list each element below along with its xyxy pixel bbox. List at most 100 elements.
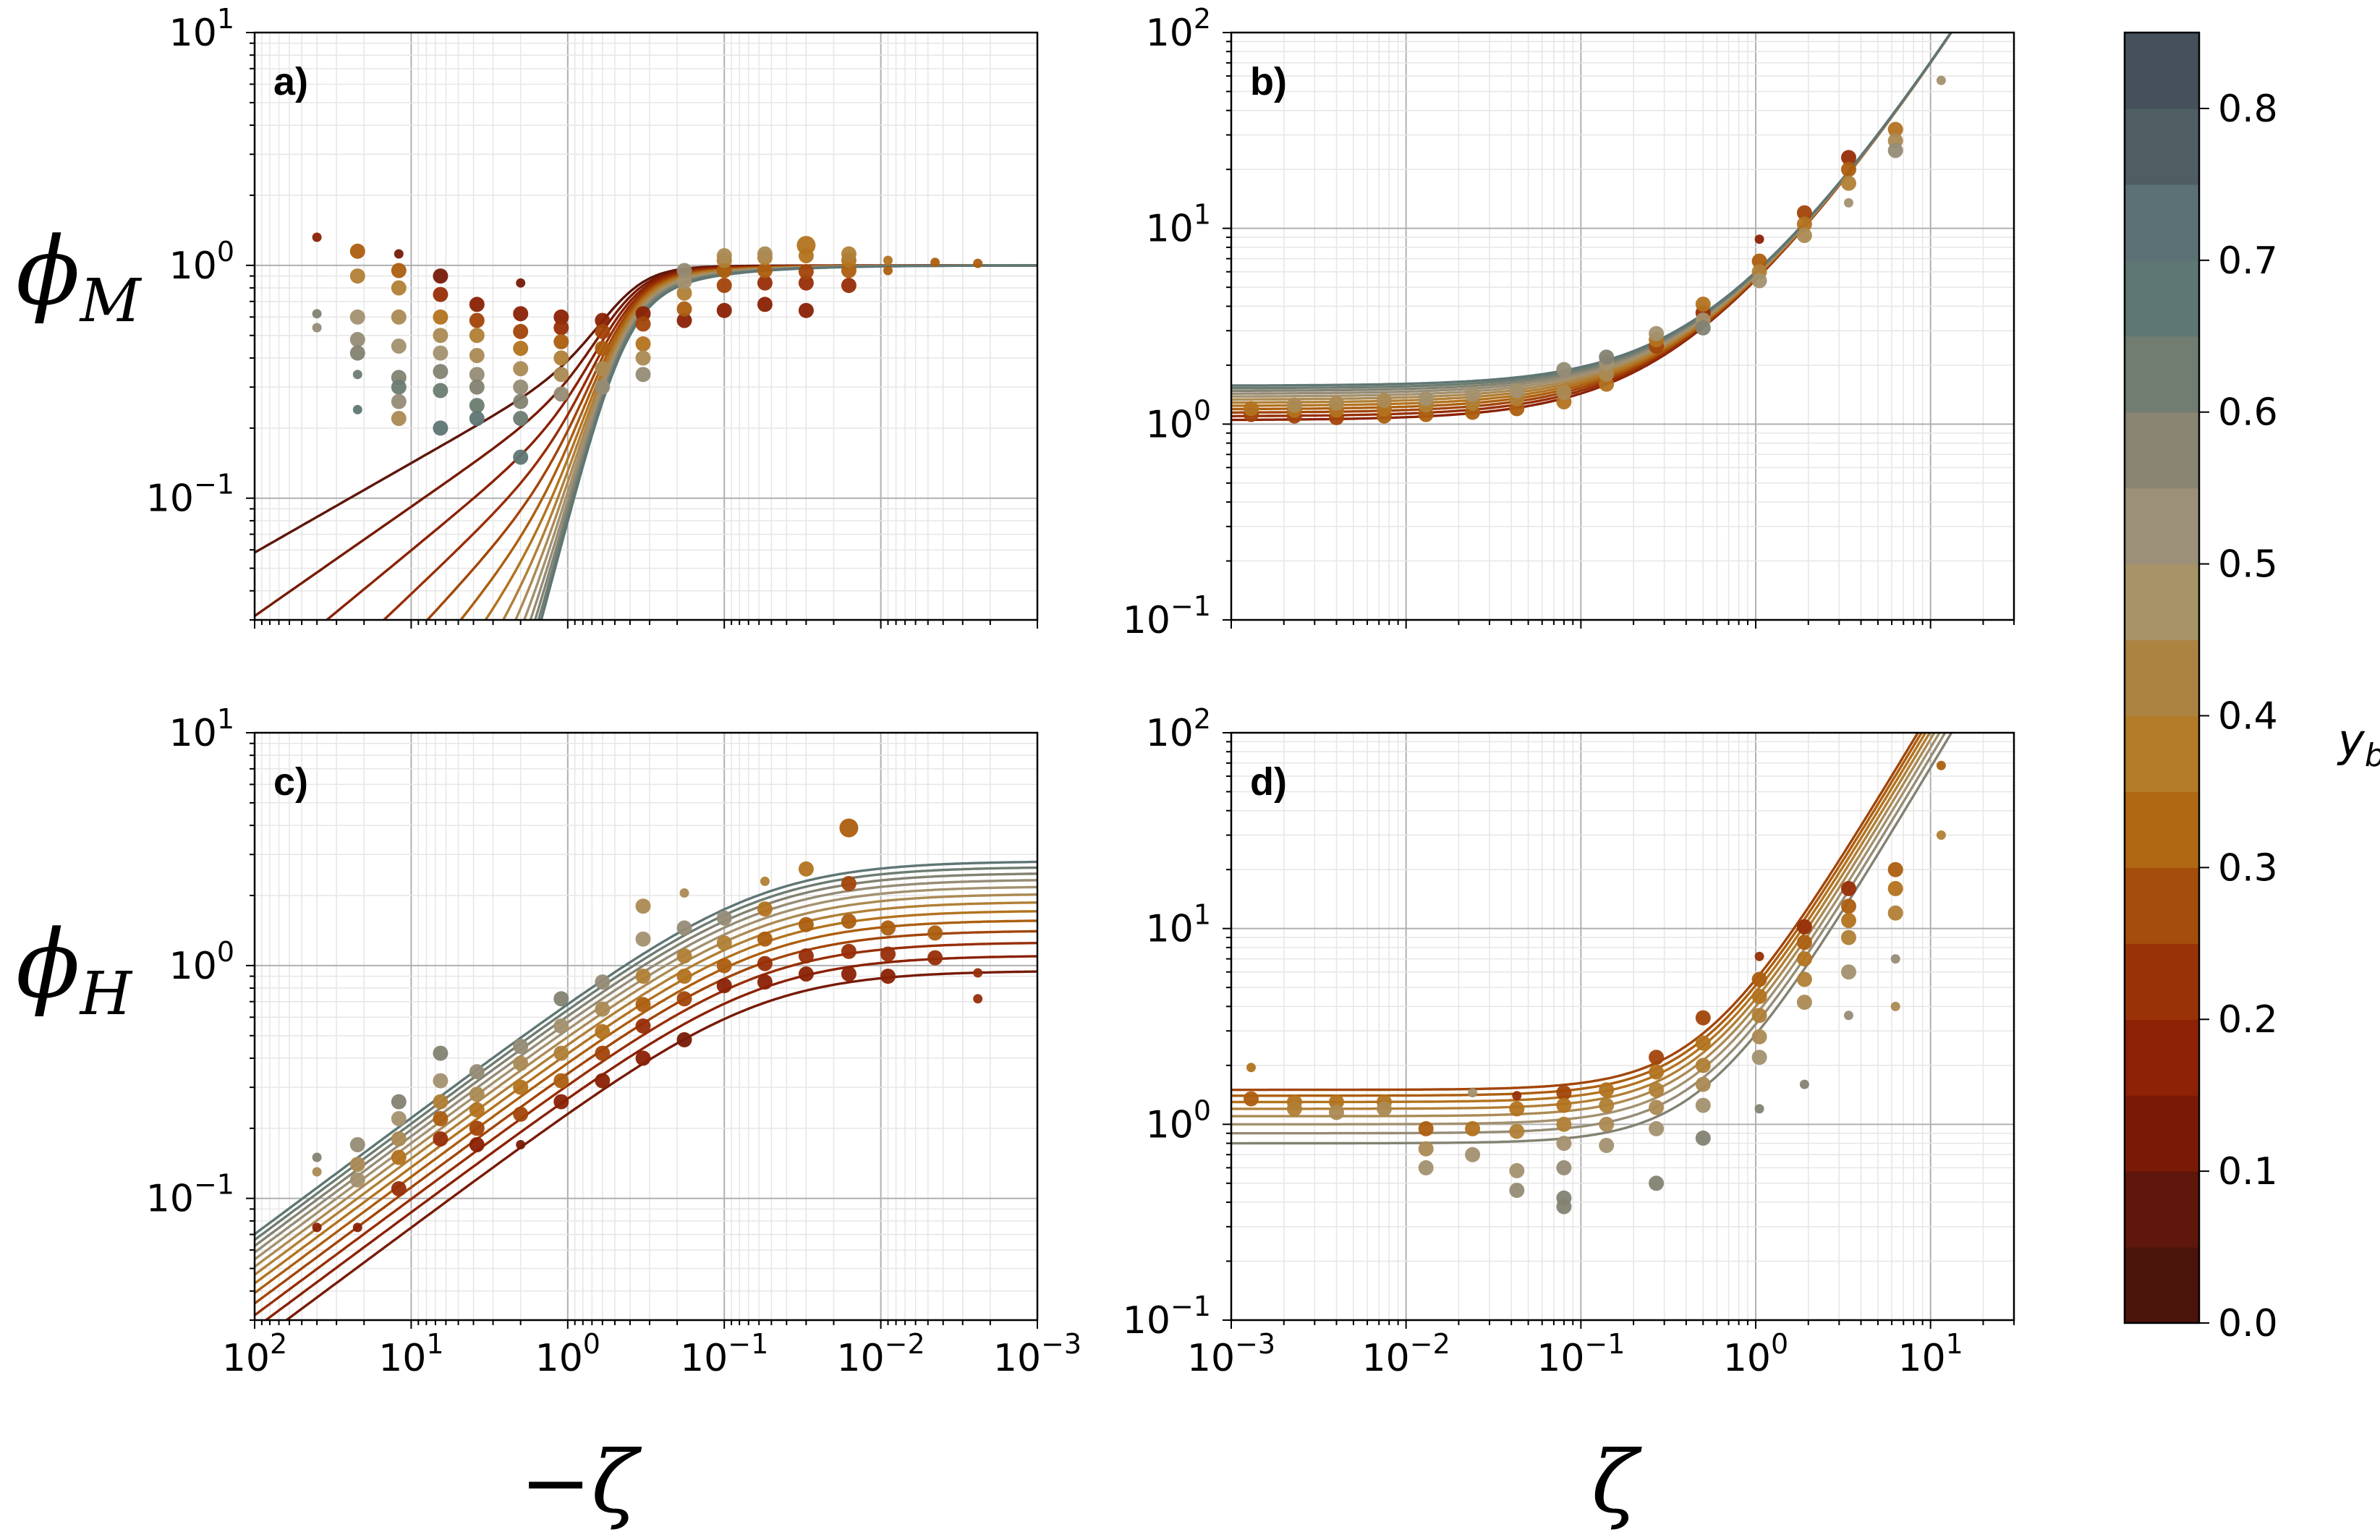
data-point <box>513 341 529 357</box>
data-point <box>1556 362 1572 378</box>
x-tick-label: 10−2 <box>836 1328 925 1380</box>
data-point <box>676 1031 692 1047</box>
x-tick-label: 10−3 <box>993 1328 1081 1380</box>
data-point <box>1796 228 1812 243</box>
data-point <box>469 398 485 414</box>
data-point <box>676 274 692 290</box>
colorbar-segment <box>2125 184 2199 261</box>
data-point <box>513 379 529 395</box>
data-point <box>1887 122 1903 137</box>
y-tick-label: 100 <box>169 236 234 288</box>
data-point <box>1377 1101 1392 1117</box>
data-point <box>973 994 983 1004</box>
data-point <box>841 966 857 982</box>
y-tick-label: 101 <box>169 703 234 755</box>
data-point <box>883 255 893 265</box>
data-point <box>1244 1091 1259 1107</box>
data-point <box>1649 1175 1665 1191</box>
data-point <box>1695 320 1711 336</box>
model-curves <box>1231 733 1953 1145</box>
data-point <box>1556 1116 1572 1132</box>
data-point <box>841 246 857 262</box>
model-curve <box>1231 733 1936 1118</box>
data-point <box>880 920 896 936</box>
data-point <box>513 323 529 339</box>
data-point <box>1509 383 1525 399</box>
data-point <box>433 328 449 344</box>
data-point <box>1556 1160 1572 1175</box>
data-point <box>433 364 449 380</box>
data-point <box>757 956 773 971</box>
panel-label: b) <box>1250 60 1287 103</box>
data-point <box>595 974 611 990</box>
data-point <box>798 861 814 877</box>
data-point <box>757 901 773 917</box>
data-point <box>716 958 732 974</box>
data-point <box>1695 1097 1711 1113</box>
data-point <box>469 1064 485 1080</box>
data-point <box>553 1018 569 1034</box>
data-point <box>595 312 611 328</box>
data-point <box>1649 1120 1665 1136</box>
model-curve <box>255 860 1037 1235</box>
scatter-points <box>1244 760 1946 1214</box>
data-point <box>433 383 449 399</box>
x-tick-label: 100 <box>535 1328 600 1380</box>
data-point <box>1599 1116 1615 1132</box>
data-point <box>635 316 651 332</box>
model-curve <box>1231 733 1931 1110</box>
data-point <box>757 931 773 947</box>
colorbar-tick-label: 0.2 <box>2218 998 2278 1042</box>
data-point <box>1599 1097 1615 1113</box>
x-tick-label: 10−1 <box>680 1328 768 1380</box>
data-point <box>469 379 485 395</box>
data-point <box>553 333 569 349</box>
data-point <box>927 950 943 966</box>
data-point <box>513 393 529 409</box>
data-point <box>349 1157 365 1173</box>
data-point <box>553 367 569 383</box>
data-point <box>798 275 814 291</box>
data-point <box>1695 1130 1711 1146</box>
x-tick-label: 10−2 <box>1362 1328 1450 1380</box>
data-point <box>553 991 569 1007</box>
y-tick-label: 10−1 <box>1123 1290 1211 1343</box>
data-point <box>635 1018 651 1034</box>
data-point <box>595 341 611 357</box>
colorbar-segment <box>2125 108 2199 185</box>
colorbar-segment <box>2125 488 2199 565</box>
colorbar-tick-label: 0.3 <box>2218 846 2278 890</box>
data-point <box>391 1180 407 1196</box>
data-point <box>1796 995 1812 1011</box>
data-point <box>312 1222 322 1233</box>
data-point <box>513 1039 529 1054</box>
data-point <box>595 379 611 395</box>
data-point <box>798 916 814 932</box>
colorbar-segment <box>2125 1019 2199 1096</box>
data-point <box>469 328 485 344</box>
data-point <box>1418 1141 1434 1157</box>
colorbar-tick-label: 0.4 <box>2218 694 2278 738</box>
colorbar-segment <box>2125 639 2199 717</box>
data-point <box>433 1131 449 1147</box>
data-point <box>716 910 732 926</box>
data-point <box>635 898 651 914</box>
data-point <box>1799 1079 1809 1089</box>
phi-h-ylabel: ϕH <box>16 909 133 1029</box>
model-curve <box>1231 733 1920 1092</box>
colorbar-tick-label: 0.7 <box>2218 239 2278 283</box>
data-point <box>433 1073 449 1089</box>
data-point <box>1751 273 1767 289</box>
data-point <box>513 306 529 322</box>
y-tick-label: 101 <box>1146 899 1211 951</box>
panel-label: d) <box>1250 760 1287 804</box>
data-point <box>1841 150 1856 166</box>
axes-frame <box>1230 31 2015 621</box>
y-tick-label: 100 <box>169 936 234 988</box>
data-point <box>1887 862 1903 877</box>
data-point <box>553 309 569 325</box>
x-tick-label: 10−1 <box>1537 1328 1625 1380</box>
plot-area <box>1231 733 2014 1320</box>
data-point <box>1468 1088 1478 1098</box>
data-point <box>349 345 365 361</box>
